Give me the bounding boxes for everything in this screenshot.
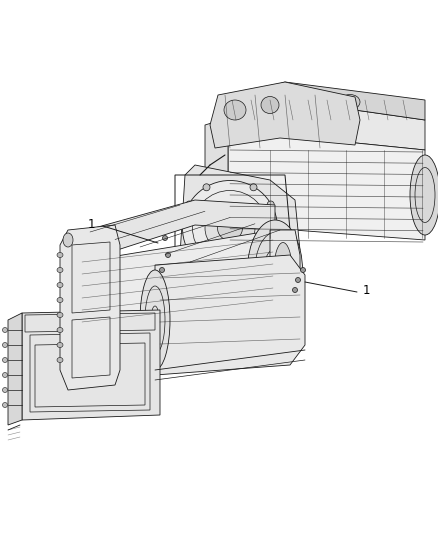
Polygon shape: [228, 100, 425, 150]
Ellipse shape: [57, 358, 63, 362]
Ellipse shape: [186, 201, 193, 208]
Polygon shape: [60, 225, 120, 390]
Ellipse shape: [3, 387, 7, 392]
Ellipse shape: [57, 282, 63, 287]
Polygon shape: [80, 230, 275, 355]
Ellipse shape: [290, 100, 310, 115]
Ellipse shape: [247, 220, 303, 320]
Ellipse shape: [300, 268, 305, 272]
Polygon shape: [22, 310, 160, 420]
Ellipse shape: [57, 312, 63, 318]
Ellipse shape: [3, 373, 7, 377]
Ellipse shape: [250, 184, 257, 191]
Ellipse shape: [162, 236, 167, 240]
Ellipse shape: [183, 181, 278, 276]
Ellipse shape: [293, 287, 297, 293]
Ellipse shape: [57, 268, 63, 272]
Ellipse shape: [267, 201, 274, 208]
Ellipse shape: [186, 248, 193, 255]
Ellipse shape: [218, 215, 243, 240]
Ellipse shape: [57, 327, 63, 333]
Ellipse shape: [250, 265, 257, 272]
Ellipse shape: [63, 233, 73, 247]
Polygon shape: [80, 200, 275, 262]
Text: 1: 1: [363, 285, 371, 297]
Polygon shape: [228, 82, 425, 120]
Ellipse shape: [3, 358, 7, 362]
Ellipse shape: [274, 243, 292, 297]
Polygon shape: [155, 255, 305, 375]
Polygon shape: [210, 82, 360, 148]
Ellipse shape: [166, 253, 170, 257]
Ellipse shape: [410, 155, 438, 235]
Ellipse shape: [315, 96, 335, 111]
Ellipse shape: [224, 100, 246, 120]
Ellipse shape: [261, 96, 279, 114]
Polygon shape: [8, 313, 22, 425]
Ellipse shape: [203, 265, 210, 272]
Polygon shape: [228, 130, 425, 240]
Ellipse shape: [340, 94, 360, 109]
Ellipse shape: [57, 343, 63, 348]
Polygon shape: [180, 165, 300, 285]
Ellipse shape: [159, 268, 165, 272]
Ellipse shape: [3, 343, 7, 348]
Ellipse shape: [203, 184, 210, 191]
Ellipse shape: [267, 248, 274, 255]
Polygon shape: [270, 230, 300, 310]
Ellipse shape: [57, 297, 63, 303]
Ellipse shape: [140, 270, 170, 370]
Ellipse shape: [205, 203, 255, 253]
Ellipse shape: [3, 327, 7, 333]
Polygon shape: [205, 118, 228, 232]
Text: 1: 1: [88, 217, 95, 230]
Ellipse shape: [3, 402, 7, 408]
Polygon shape: [80, 310, 275, 370]
Ellipse shape: [57, 253, 63, 257]
Ellipse shape: [296, 278, 300, 282]
